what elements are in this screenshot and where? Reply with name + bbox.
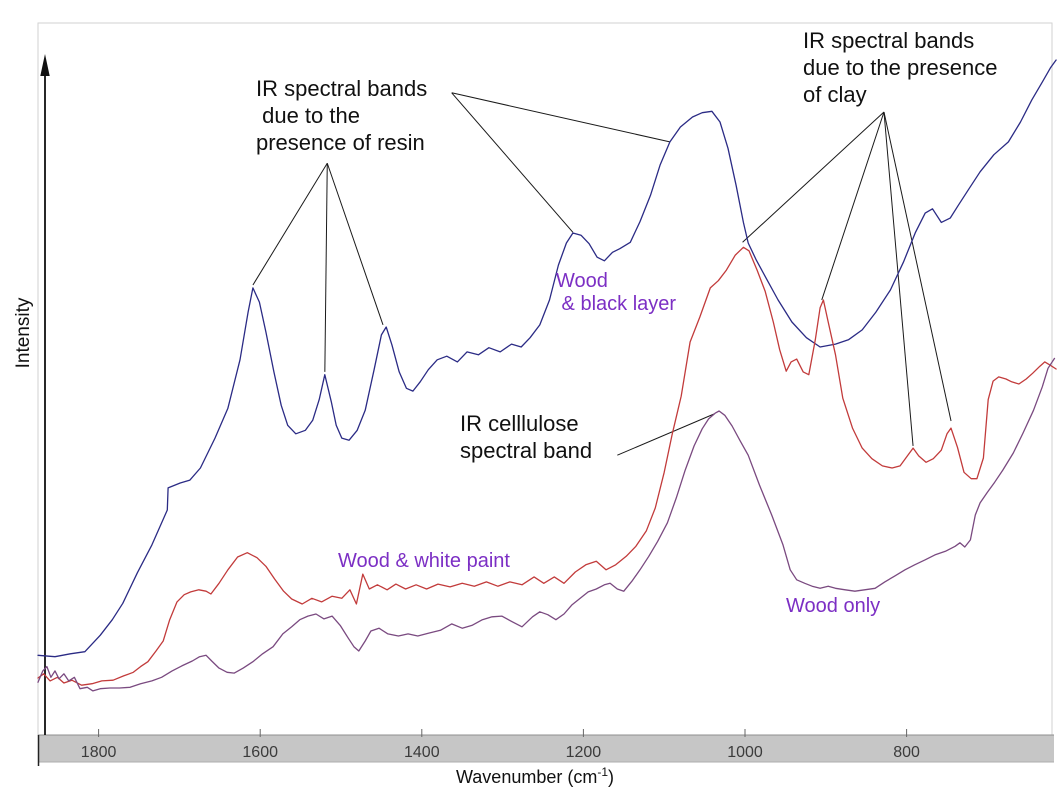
x-tick-label-800: 800	[893, 744, 920, 761]
series-label-wood-black-layer: Wood & black layer	[556, 270, 676, 316]
callout-line	[252, 163, 328, 286]
x-axis-title-superscript: -1	[597, 765, 609, 779]
series-label-wood-white-paint: Wood & white paint	[338, 550, 510, 573]
callout-clay-fan	[742, 111, 952, 446]
annotation-cellulose-line1: IR celllulose	[460, 411, 579, 436]
callout-line	[326, 163, 384, 326]
callout-resin-fan	[252, 163, 384, 372]
annotation-resin-line1: IR spectral bands	[256, 76, 428, 101]
callout-line	[883, 111, 952, 422]
y-axis-title: Intensity	[13, 297, 34, 369]
spectrum-wood-white-paint	[37, 246, 1057, 686]
annotation-cellulose-band: IR celllulose spectral band	[460, 410, 592, 464]
series-label-wood-black-line2: & black layer	[556, 293, 677, 315]
y-axis-arrow-head-icon	[40, 54, 50, 76]
x-axis-title-close: )	[608, 767, 615, 787]
x-tick-label-1000: 1000	[727, 744, 763, 761]
series-label-wood-only: Wood only	[786, 595, 880, 618]
annotation-resin-line2: due to the	[256, 103, 360, 128]
callout-line	[742, 111, 885, 243]
callout-line	[821, 111, 885, 301]
annotation-clay-line2: due to the presence	[803, 55, 998, 80]
x-tick-label-1600: 1600	[242, 744, 278, 761]
callout-line	[451, 92, 574, 233]
series-label-wood-white-line1: Wood & white paint	[338, 550, 510, 572]
annotation-resin-bands: IR spectral bands due to the presence of…	[256, 75, 427, 156]
annotation-clay-line1: IR spectral bands	[803, 28, 975, 53]
x-tick-label-1200: 1200	[566, 744, 602, 761]
annotation-cellulose-line2: spectral band	[460, 438, 593, 463]
plot-frame	[37, 22, 1053, 736]
callout-resin-right	[451, 92, 670, 233]
callout-line	[617, 413, 715, 456]
x-axis-title: Wavenumber (cm-1)	[456, 765, 614, 788]
x-tick-label-1800: 1800	[81, 744, 117, 761]
x-tick-label-1400: 1400	[404, 744, 440, 761]
callout-line	[451, 92, 670, 143]
spectrum-wood-only	[37, 357, 1056, 692]
annotation-clay-bands: IR spectral bands due to the presence of…	[803, 27, 997, 108]
x-axis-band	[38, 735, 1054, 762]
x-axis-title-text: Wavenumber (cm	[455, 767, 598, 787]
spectrum-wood-black-layer	[37, 59, 1057, 658]
callout-line	[883, 111, 914, 446]
annotation-resin-line3: presence of resin	[256, 130, 425, 155]
annotation-clay-line3: of clay	[803, 82, 867, 107]
callout-line	[324, 163, 328, 372]
series-label-wood-only-line1: Wood only	[786, 595, 881, 617]
callout-cellulose-line	[617, 413, 715, 456]
series-label-wood-black-line1: Wood	[556, 270, 608, 292]
